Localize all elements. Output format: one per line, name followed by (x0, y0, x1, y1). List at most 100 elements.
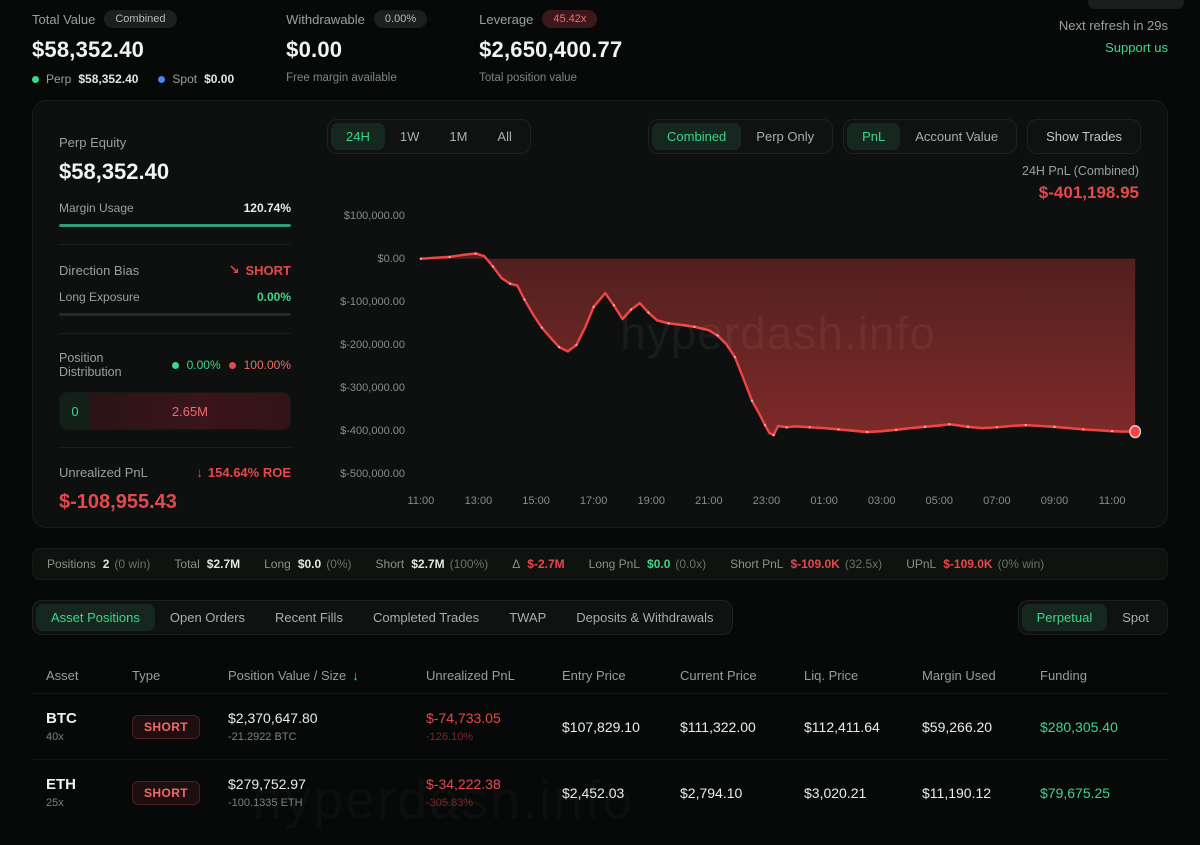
perp-label: Perp (46, 72, 72, 86)
tab-deposits-withdrawals[interactable]: Deposits & Withdrawals (576, 610, 714, 625)
leverage-block: Leverage 45.42x $2,650,400.77 Total posi… (479, 10, 622, 86)
col-entry-price: Entry Price (562, 667, 626, 683)
y-tick-label: $-400,000.00 (340, 425, 405, 438)
scope-tab-combined[interactable]: Combined (652, 123, 742, 150)
metric-tab-account-value[interactable]: Account Value (915, 129, 999, 144)
x-tick-label: 09:00 (1040, 495, 1069, 507)
y-tick-label: $-300,000.00 (340, 382, 405, 395)
tab-open-orders[interactable]: Open Orders (169, 610, 246, 625)
tab-recent-fills[interactable]: Recent Fills (275, 610, 343, 625)
tab-completed-trades[interactable]: Completed Trades (372, 610, 480, 625)
x-tick-label: 07:00 (983, 495, 1011, 507)
section-tabs: Asset Positions Open Orders Recent Fills Co… (32, 600, 733, 635)
perp-equity-label: Perp Equity (59, 135, 127, 150)
position-distribution-bar: 0 2.65M (59, 392, 291, 430)
range-tab-1w[interactable]: 1W (399, 129, 420, 144)
total-value-amount: $58,352.40 (32, 37, 145, 62)
pnl-area-chart: hyperdash.info (415, 207, 1141, 487)
position-row-eth[interactable]: ETH 25x SHORT $279,752.97 -100.1335 ETH $-34,… (32, 759, 1168, 825)
spot-dot-icon (158, 75, 166, 83)
col-asset: Asset (46, 667, 79, 683)
perp-dot-icon (32, 75, 39, 83)
pnl-chart-panel: 24H 1W 1M All Combined Perp Only PnL Account … (327, 119, 1141, 513)
distribution-short-segment: 2.65M (89, 393, 290, 429)
market-tab-perpetual[interactable]: Perpetual (1021, 604, 1108, 631)
range-tab-24h[interactable]: 24H (331, 123, 385, 150)
table-header-row: Asset Type Position Value / Size ↓ Unrea… (32, 657, 1168, 693)
x-tick-label: 15:00 (522, 495, 550, 507)
range-tab-1m[interactable]: 1M (449, 129, 468, 144)
long-exposure-label: Long Exposure (59, 290, 140, 304)
combined-badge[interactable]: Combined (104, 10, 177, 28)
divider (59, 333, 291, 334)
y-tick-label: $-500,000.00 (340, 468, 405, 481)
stat-long: Long $0.0 (0%) (264, 557, 352, 571)
y-tick-label: $0.00 (377, 252, 405, 265)
col-funding: Funding (1040, 667, 1087, 683)
withdrawable-block: Withdrawable 0.00% $0.00 Free margin ava… (286, 10, 428, 86)
margin-usage-label: Margin Usage (59, 201, 134, 215)
positions-summary-bar: Positions 2 (0 win) Total $2.7M Long $0.0 (0%) S… (32, 548, 1168, 580)
stat-short: Short $2.7M (100%) (375, 557, 489, 571)
market-type-selector: Perpetual Spot (1017, 600, 1168, 635)
col-position-value[interactable]: Position Value / Size ↓ (228, 667, 359, 683)
x-tick-label: 01:00 (810, 495, 838, 507)
support-us-link[interactable]: Support us (1105, 40, 1168, 55)
x-tick-label: 23:00 (752, 495, 781, 507)
col-current-price: Current Price (680, 667, 757, 683)
chart-x-axis: 11:00 13:00 15:00 17:00 19:00 21:00 23:00 01:00… (407, 493, 1141, 513)
withdrawable-sub: Free margin available (286, 72, 397, 84)
leverage-amount: $2,650,400.77 (479, 37, 623, 62)
perp-value: $58,352.40 (78, 72, 139, 86)
positions-section: Asset Positions Open Orders Recent Fills Co… (32, 600, 1168, 825)
withdrawable-amount: $0.00 (286, 37, 343, 62)
metric-selector: PnL Account Value (843, 119, 1018, 154)
short-dot-icon (228, 361, 236, 369)
metric-tab-pnl[interactable]: PnL (847, 123, 901, 150)
x-tick-label: 11:00 (1098, 495, 1126, 507)
col-liq-price: Liq. Price (804, 667, 859, 683)
col-unrealized-pnl: Unrealized PnL (426, 667, 515, 683)
tab-asset-positions[interactable]: Asset Positions (36, 604, 155, 631)
x-tick-label: 19:00 (637, 495, 666, 507)
perp-equity-value: $58,352.40 (59, 159, 170, 184)
pnl-period-value: $-401,198.95 (1038, 183, 1139, 202)
col-margin-used: Margin Used (922, 667, 996, 683)
sort-down-icon: ↓ (352, 667, 359, 683)
position-distribution-label: Position Distribution (59, 351, 122, 379)
leverage-badge: 45.42x (542, 10, 598, 28)
spot-label: Spot (172, 72, 198, 86)
stat-positions: Positions 2 (0 win) (47, 557, 151, 571)
spot-value: $0.00 (204, 72, 235, 86)
range-tab-all[interactable]: All (497, 129, 512, 144)
stat-short-pnl: Short PnL $-109.0K (32.5x) (730, 557, 883, 571)
col-type: Type (132, 667, 161, 683)
position-row-btc[interactable]: BTC 40x SHORT $2,370,647.80 -21.2922 BTC $-74… (32, 693, 1168, 759)
roe-down-arrow-icon: ↓ (196, 465, 203, 480)
unrealized-pnl-label: Unrealized PnL (59, 465, 148, 480)
pnl-period-label: 24H PnL (Combined) (1022, 164, 1139, 178)
positions-table: hyperdash.info Asset Type Position Value… (32, 657, 1168, 825)
stat-total: Total $2.7M (174, 557, 241, 571)
margin-usage-value: 120.74% (243, 201, 291, 215)
x-tick-label: 21:00 (695, 495, 723, 507)
equity-chart-card: Perp Equity $58,352.40 Margin Usage 120.… (32, 100, 1168, 528)
tab-twap[interactable]: TWAP (509, 610, 547, 625)
y-tick-label: $-100,000.00 (340, 295, 405, 308)
chart-svg (419, 252, 1141, 439)
show-trades-button[interactable]: Show Trades (1027, 119, 1141, 154)
y-tick-label: $100,000.00 (343, 209, 405, 222)
partial-pill-decoration (1088, 0, 1184, 9)
bias-down-arrow-icon: ↘ (228, 262, 240, 277)
divider (59, 244, 291, 245)
leverage-sub: Total position value (479, 72, 577, 84)
withdrawable-label: Withdrawable (286, 11, 365, 27)
direction-bias-value: SHORT (245, 262, 292, 278)
scope-selector: Combined Perp Only (648, 119, 834, 154)
market-tab-spot[interactable]: Spot (1122, 610, 1149, 625)
stat-delta: Δ $-2.7M (512, 557, 565, 571)
leverage-label: Leverage (479, 11, 534, 27)
account-summary-panel: Perp Equity $58,352.40 Margin Usage 120.… (59, 119, 291, 513)
scope-tab-perp-only[interactable]: Perp Only (756, 129, 815, 144)
x-tick-label: 03:00 (867, 495, 896, 507)
